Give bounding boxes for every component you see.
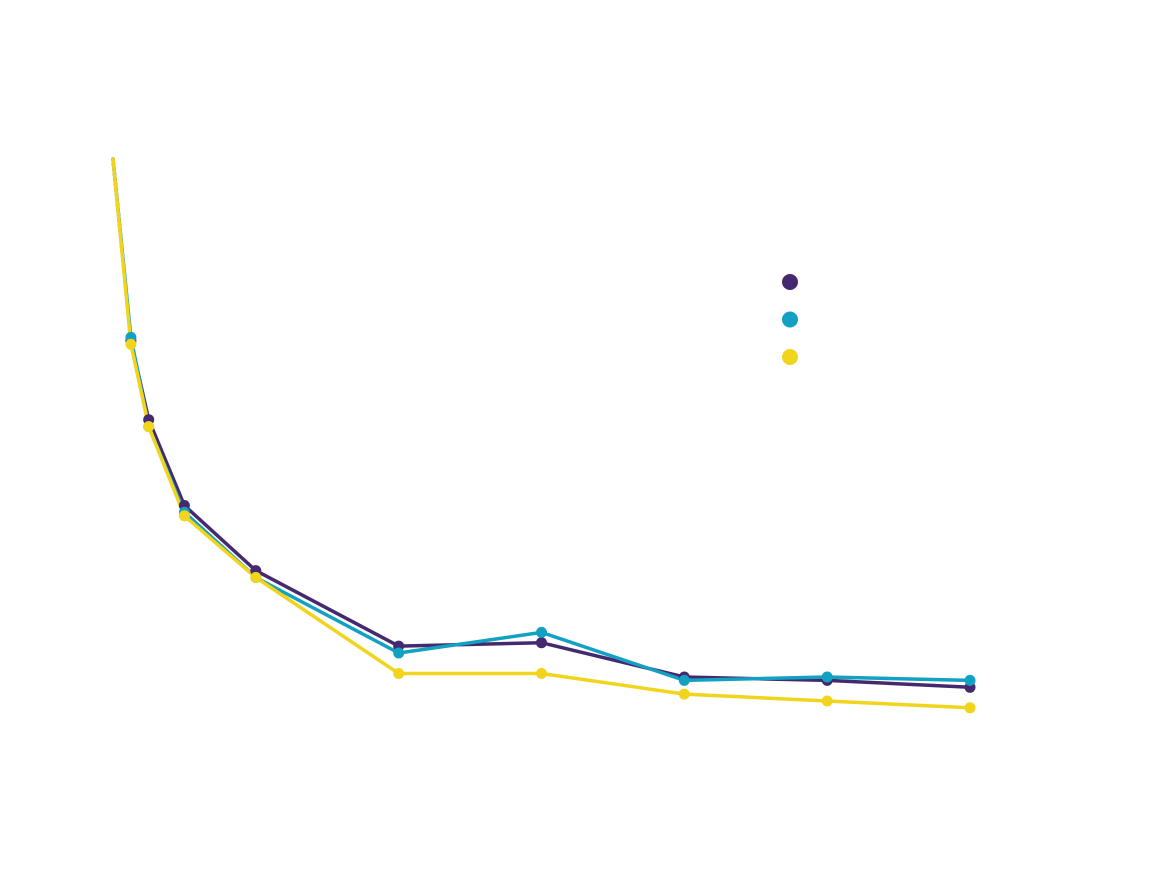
series-3-point: [536, 668, 547, 679]
series-3-point: [678, 688, 690, 700]
series-3-point: [178, 510, 190, 522]
series-2-point: [678, 674, 690, 686]
series-1-line: [111, 157, 972, 690]
series-3-point: [143, 421, 155, 433]
legend-marker-series-2: [782, 311, 798, 328]
series-2-point: [393, 647, 405, 659]
series-lines: [111, 157, 972, 710]
legend-marker-series-1: [782, 274, 798, 290]
series-2-point: [964, 674, 976, 686]
series-3-point: [125, 338, 137, 350]
series-3-point: [821, 695, 833, 707]
series-3-point: [250, 572, 262, 583]
series-3-point: [964, 702, 976, 714]
legend: [782, 274, 798, 365]
series-points: [125, 331, 976, 714]
series-2-point: [821, 671, 833, 683]
series-3-line: [111, 157, 972, 710]
legend-marker-series-3: [782, 349, 798, 365]
series-2-point: [536, 626, 547, 638]
series-2-line: [111, 157, 972, 683]
series-1-point: [536, 637, 547, 649]
series-3-point: [393, 668, 405, 679]
